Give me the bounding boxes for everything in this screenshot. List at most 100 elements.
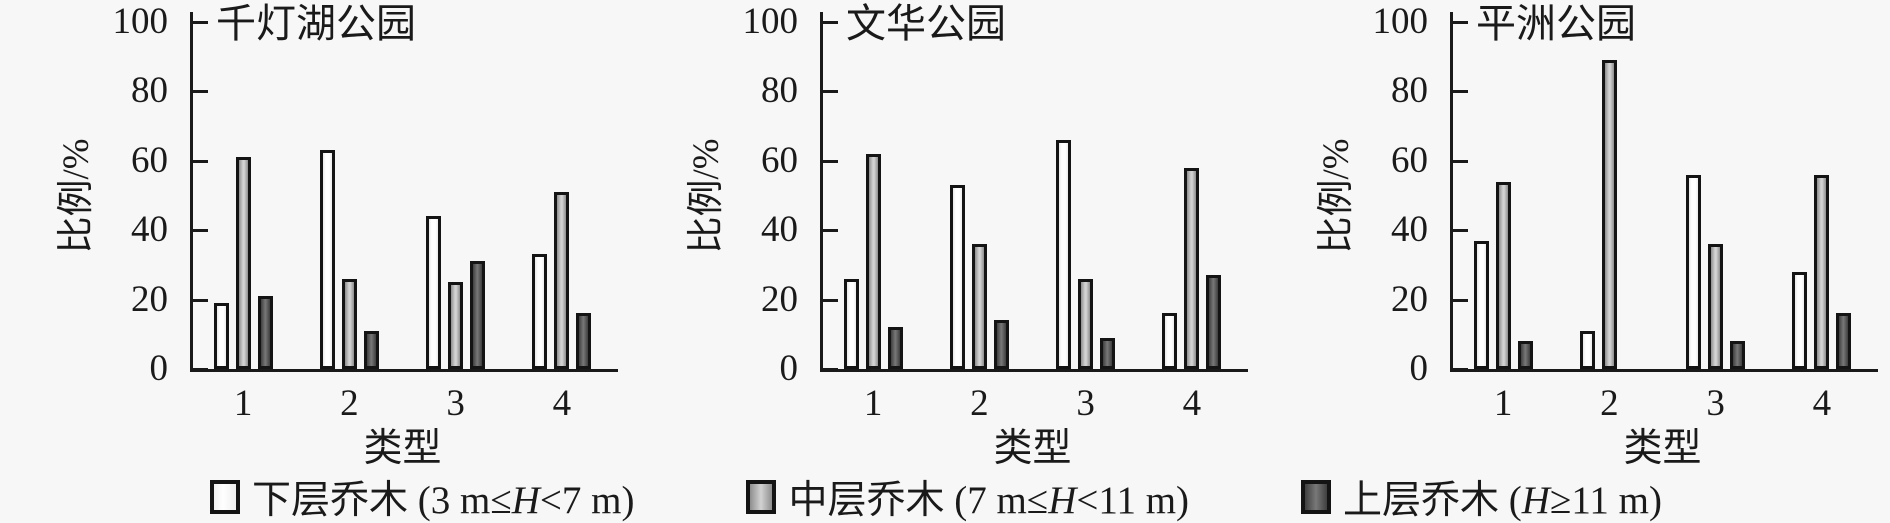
bar [363, 330, 379, 369]
middle-tree-swatch-icon [746, 479, 777, 514]
x-axis-label: 类型 [363, 427, 442, 470]
y-tick-label: 60 [1391, 139, 1428, 181]
x-axis-line [820, 369, 1248, 372]
bar [319, 150, 335, 369]
bar [1184, 167, 1200, 369]
y-tick-label: 80 [131, 70, 168, 112]
x-tick-label: 2 [970, 383, 989, 424]
y-tick [1453, 229, 1468, 233]
bar [1517, 341, 1533, 369]
bar [1495, 181, 1511, 369]
y-tick-label: 100 [1372, 1, 1429, 42]
bar [576, 313, 592, 369]
chart-panel-qiandenghu: 0 20 40 60 80 100 比例/% 千灯湖公园 1 2 3 4 类型 [0, 0, 630, 470]
y-axis-label: 比例/% [56, 137, 97, 254]
bar [1686, 174, 1702, 369]
legend-label-variable: H [1521, 478, 1550, 522]
bar [448, 282, 464, 369]
y-axis-line [1450, 12, 1453, 372]
bar [949, 185, 965, 369]
x-tick-label: 2 [1600, 383, 1619, 424]
legend: 下层乔木 (3 m≤H<7 m) 中层乔木 (7 m≤H<11 m) 上层乔木 … [0, 470, 1890, 523]
legend-label-part: <7 m) [539, 478, 635, 522]
charts-row: 0 20 40 60 80 100 比例/% 千灯湖公园 1 2 3 4 类型 0 20 40 60 80 100… [0, 0, 1878, 470]
y-tick [193, 298, 208, 302]
bar [843, 278, 859, 369]
y-axis-line [190, 12, 193, 372]
x-tick-label: 1 [863, 383, 883, 424]
y-tick-label: 0 [149, 348, 169, 389]
y-tick [1453, 21, 1468, 24]
y-axis-line [820, 12, 823, 372]
bar [341, 278, 357, 369]
bar [1162, 313, 1178, 369]
bar [971, 244, 987, 369]
legend-item-lower-tree: 下层乔木 (3 m≤H<7 m) [210, 469, 634, 523]
y-tick [193, 229, 208, 233]
y-tick-label: 100 [112, 1, 169, 42]
y-tick [1453, 90, 1468, 94]
legend-label-variable: H [1048, 478, 1077, 522]
y-tick [193, 368, 208, 371]
x-tick-label: 4 [1812, 383, 1832, 424]
y-tick-label: 60 [761, 139, 798, 181]
y-tick-label: 40 [761, 209, 798, 251]
x-tick-label: 2 [340, 383, 359, 424]
y-axis-label: 比例/% [686, 137, 727, 254]
bar [1206, 275, 1222, 369]
legend-label-variable: H [511, 478, 540, 522]
y-tick-label: 20 [761, 278, 798, 320]
bar [1473, 240, 1489, 369]
chart-title: 千灯湖公园 [216, 1, 416, 46]
x-tick-label: 4 [1182, 383, 1202, 424]
y-tick-label: 0 [1409, 348, 1429, 389]
legend-item-label: 下层乔木 (3 m≤H<7 m) [252, 469, 634, 523]
bar [257, 296, 273, 369]
bar [1601, 60, 1617, 369]
legend-item-label: 中层乔木 (7 m≤H<11 m) [788, 469, 1189, 523]
y-tick [1453, 159, 1468, 163]
y-tick-label: 20 [131, 278, 168, 320]
bar [1730, 341, 1746, 369]
chart-title: 平洲公园 [1476, 1, 1636, 46]
y-tick-label: 40 [131, 209, 168, 251]
bar [213, 303, 229, 369]
y-tick [823, 229, 838, 233]
bar [554, 192, 570, 369]
y-tick [823, 159, 838, 163]
y-tick [1453, 298, 1468, 302]
x-tick-label: 3 [446, 383, 465, 424]
legend-item-middle-tree: 中层乔木 (7 m≤H<11 m) [746, 469, 1189, 523]
y-tick-label: 40 [1391, 209, 1428, 251]
x-axis-label: 类型 [1623, 427, 1702, 470]
y-axis-label: 比例/% [1316, 137, 1357, 254]
x-axis-line [1450, 369, 1878, 372]
bar [865, 153, 881, 369]
bar [1078, 278, 1094, 369]
y-tick [823, 368, 838, 371]
x-tick-label: 1 [233, 383, 253, 424]
y-tick-label: 80 [1391, 70, 1428, 112]
bar [993, 320, 1009, 369]
bar [1708, 244, 1724, 369]
y-tick [193, 21, 208, 24]
y-tick [193, 159, 208, 163]
legend-label-part: 下层乔木 (3 m≤ [252, 478, 512, 522]
y-tick [823, 21, 838, 24]
x-tick-label: 4 [552, 383, 572, 424]
upper-tree-swatch-icon [1301, 479, 1332, 514]
y-tick [823, 90, 838, 94]
y-tick [823, 298, 838, 302]
x-tick-label: 3 [1076, 383, 1095, 424]
bar [1100, 337, 1116, 369]
legend-item-upper-tree: 上层乔木 (H≥11 m) [1301, 469, 1662, 523]
legend-label-part: 上层乔木 ( [1343, 478, 1522, 522]
bar [1814, 174, 1830, 369]
bar [426, 216, 442, 369]
x-tick-label: 1 [1493, 383, 1513, 424]
bar [1836, 313, 1852, 369]
y-tick-label: 60 [131, 139, 168, 181]
y-tick-label: 0 [779, 348, 799, 389]
bar [532, 254, 548, 369]
